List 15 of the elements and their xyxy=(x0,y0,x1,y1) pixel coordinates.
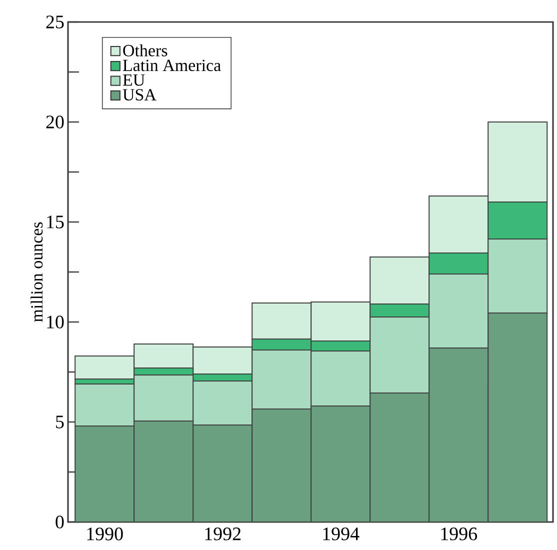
y-tick-label: 25 xyxy=(46,16,64,28)
x-tick-label: 1994 xyxy=(323,528,360,540)
y-tick-label: 20 xyxy=(46,116,64,128)
x-tick-label: 1996 xyxy=(441,528,478,540)
legend-label: Latin America xyxy=(122,60,221,72)
legend-label: Others xyxy=(123,44,168,56)
y-tick-label: 0 xyxy=(56,516,64,528)
y-tick-label: 15 xyxy=(47,216,64,228)
legend-label: USA xyxy=(122,89,156,101)
y-axis-title: million ounces xyxy=(30,222,43,322)
y-tick-label: 5 xyxy=(56,416,64,428)
legend-label: EU xyxy=(122,74,145,86)
x-tick-label: 1990 xyxy=(87,528,123,540)
y-tick-label: 10 xyxy=(47,316,64,328)
x-tick-label: 1992 xyxy=(205,528,241,540)
